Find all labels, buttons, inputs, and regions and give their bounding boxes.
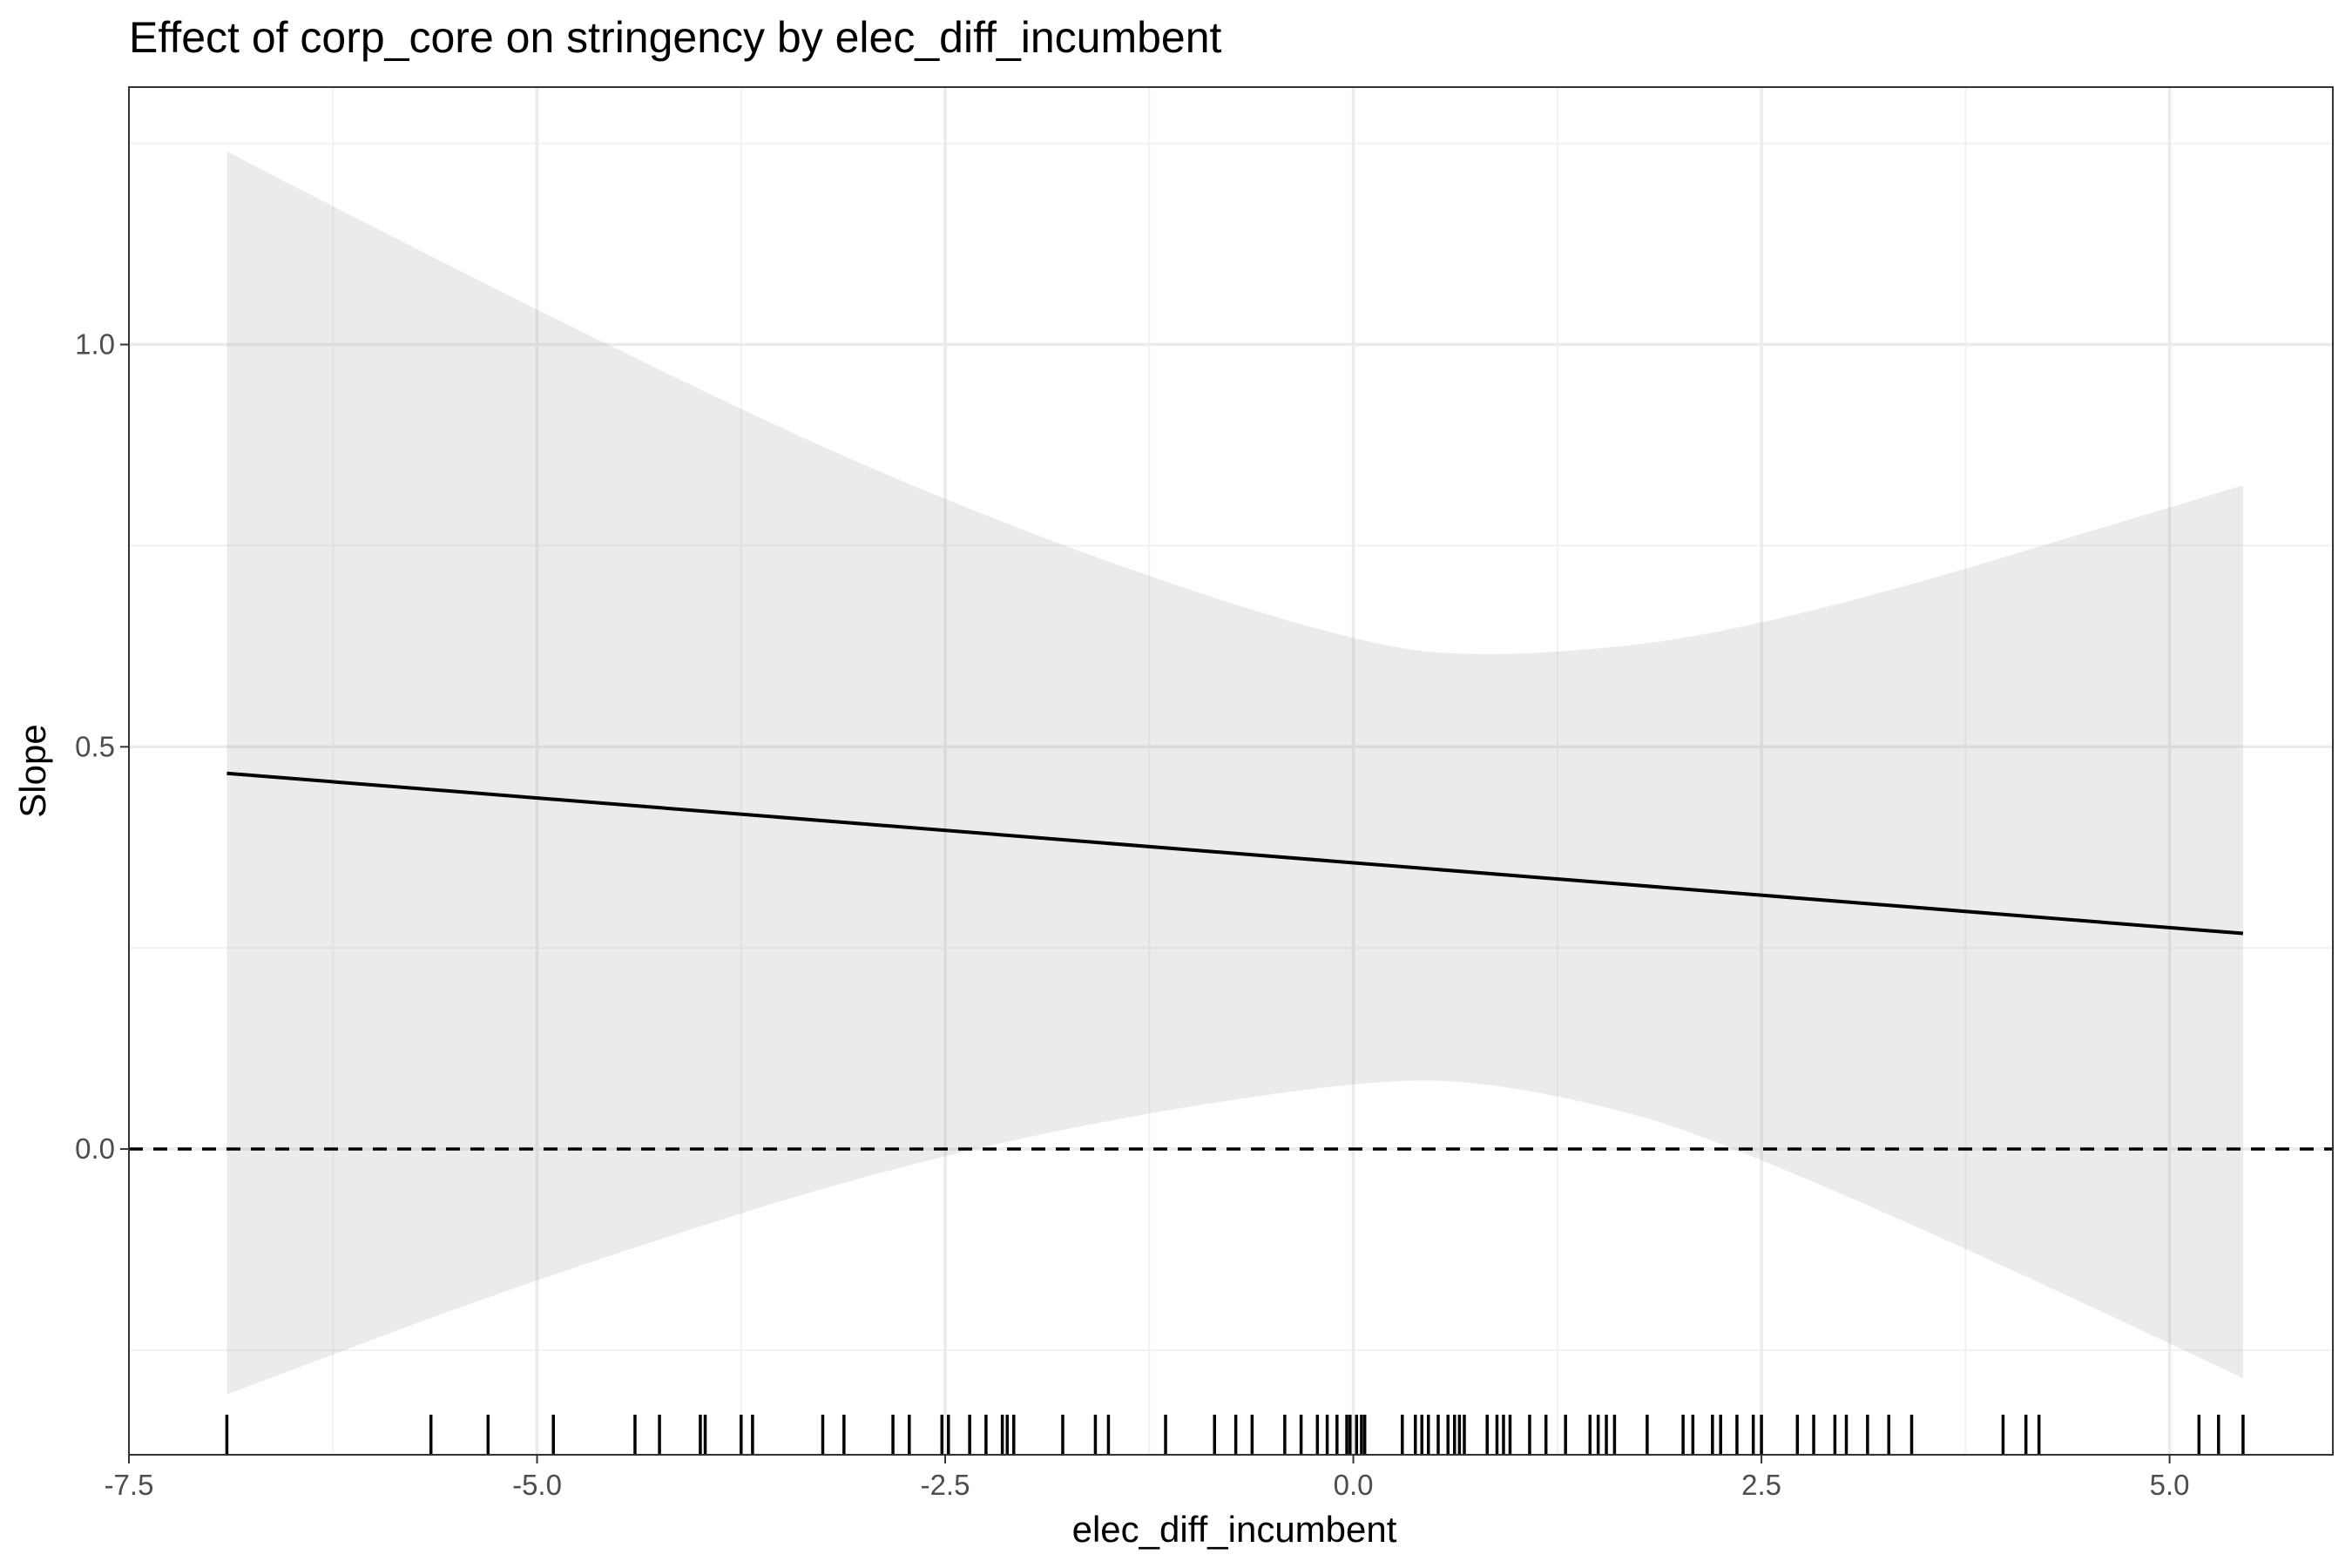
confidence-band-group — [226, 151, 2243, 1395]
panel-border — [128, 86, 2334, 1456]
rug-group — [225, 1415, 2245, 1455]
y-tick-label: 0.0 — [75, 1132, 115, 1165]
y-tick-label: 0.5 — [75, 730, 115, 762]
x-tick-label: -7.5 — [105, 1469, 154, 1501]
x-tick-label: 2.5 — [1741, 1469, 1781, 1501]
x-tick-label: -5.0 — [512, 1469, 562, 1501]
y-tick-label: 1.0 — [75, 328, 115, 361]
y-axis-label: Slope — [12, 724, 53, 817]
y-axis-ticks: 0.0 0.5 1.0 — [75, 328, 129, 1165]
chart-title: Effect of corp_core on stringency by ele… — [129, 13, 1222, 62]
x-axis-label: elec_diff_incumbent — [1072, 1509, 1397, 1550]
panel-border-group — [128, 86, 2334, 1456]
slope-line — [226, 771, 2244, 936]
x-tick-label: 0.0 — [1334, 1469, 1374, 1501]
confidence-band — [226, 151, 2243, 1395]
slope-line-group — [226, 771, 2244, 936]
grid-minor — [129, 87, 2333, 1455]
x-axis-ticks: -7.5 -5.0 -2.5 0.0 2.5 5.0 — [105, 1455, 2190, 1501]
x-tick-label: -2.5 — [921, 1469, 970, 1501]
x-tick-label: 5.0 — [2150, 1469, 2190, 1501]
